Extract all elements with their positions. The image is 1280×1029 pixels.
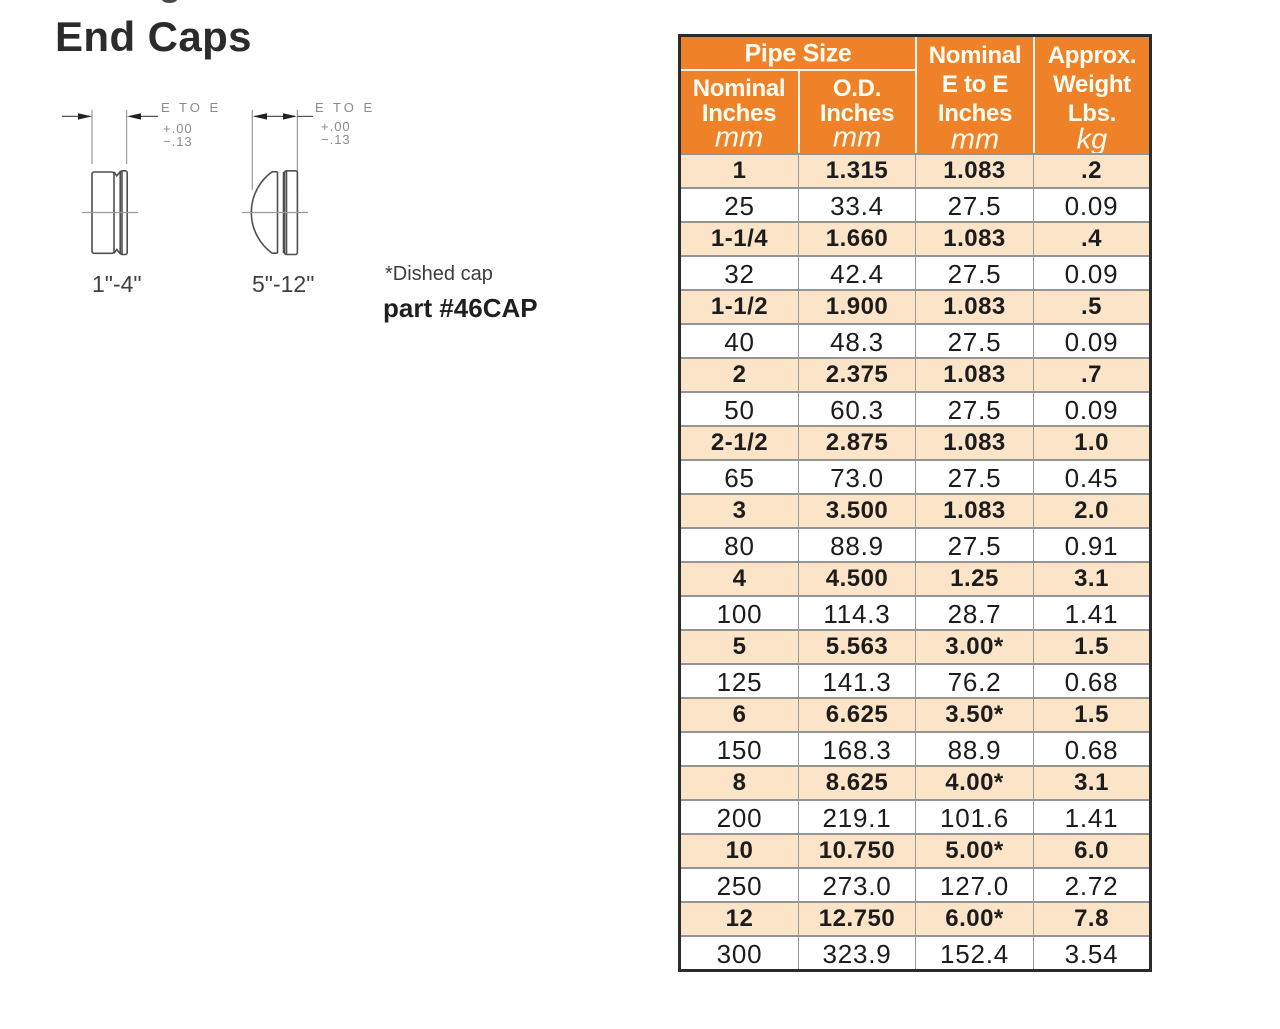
svg-text:1"-4": 1"-4"	[92, 271, 142, 297]
svg-text:+.00: +.00	[163, 121, 193, 136]
svg-text:+.00: +.00	[321, 119, 351, 134]
svg-text:−.13: −.13	[321, 132, 351, 147]
svg-text:E TO E: E TO E	[161, 100, 221, 115]
svg-text:E TO E: E TO E	[315, 100, 375, 115]
svg-text:5"-12": 5"-12"	[252, 271, 314, 297]
svg-text:−.13: −.13	[163, 134, 193, 149]
